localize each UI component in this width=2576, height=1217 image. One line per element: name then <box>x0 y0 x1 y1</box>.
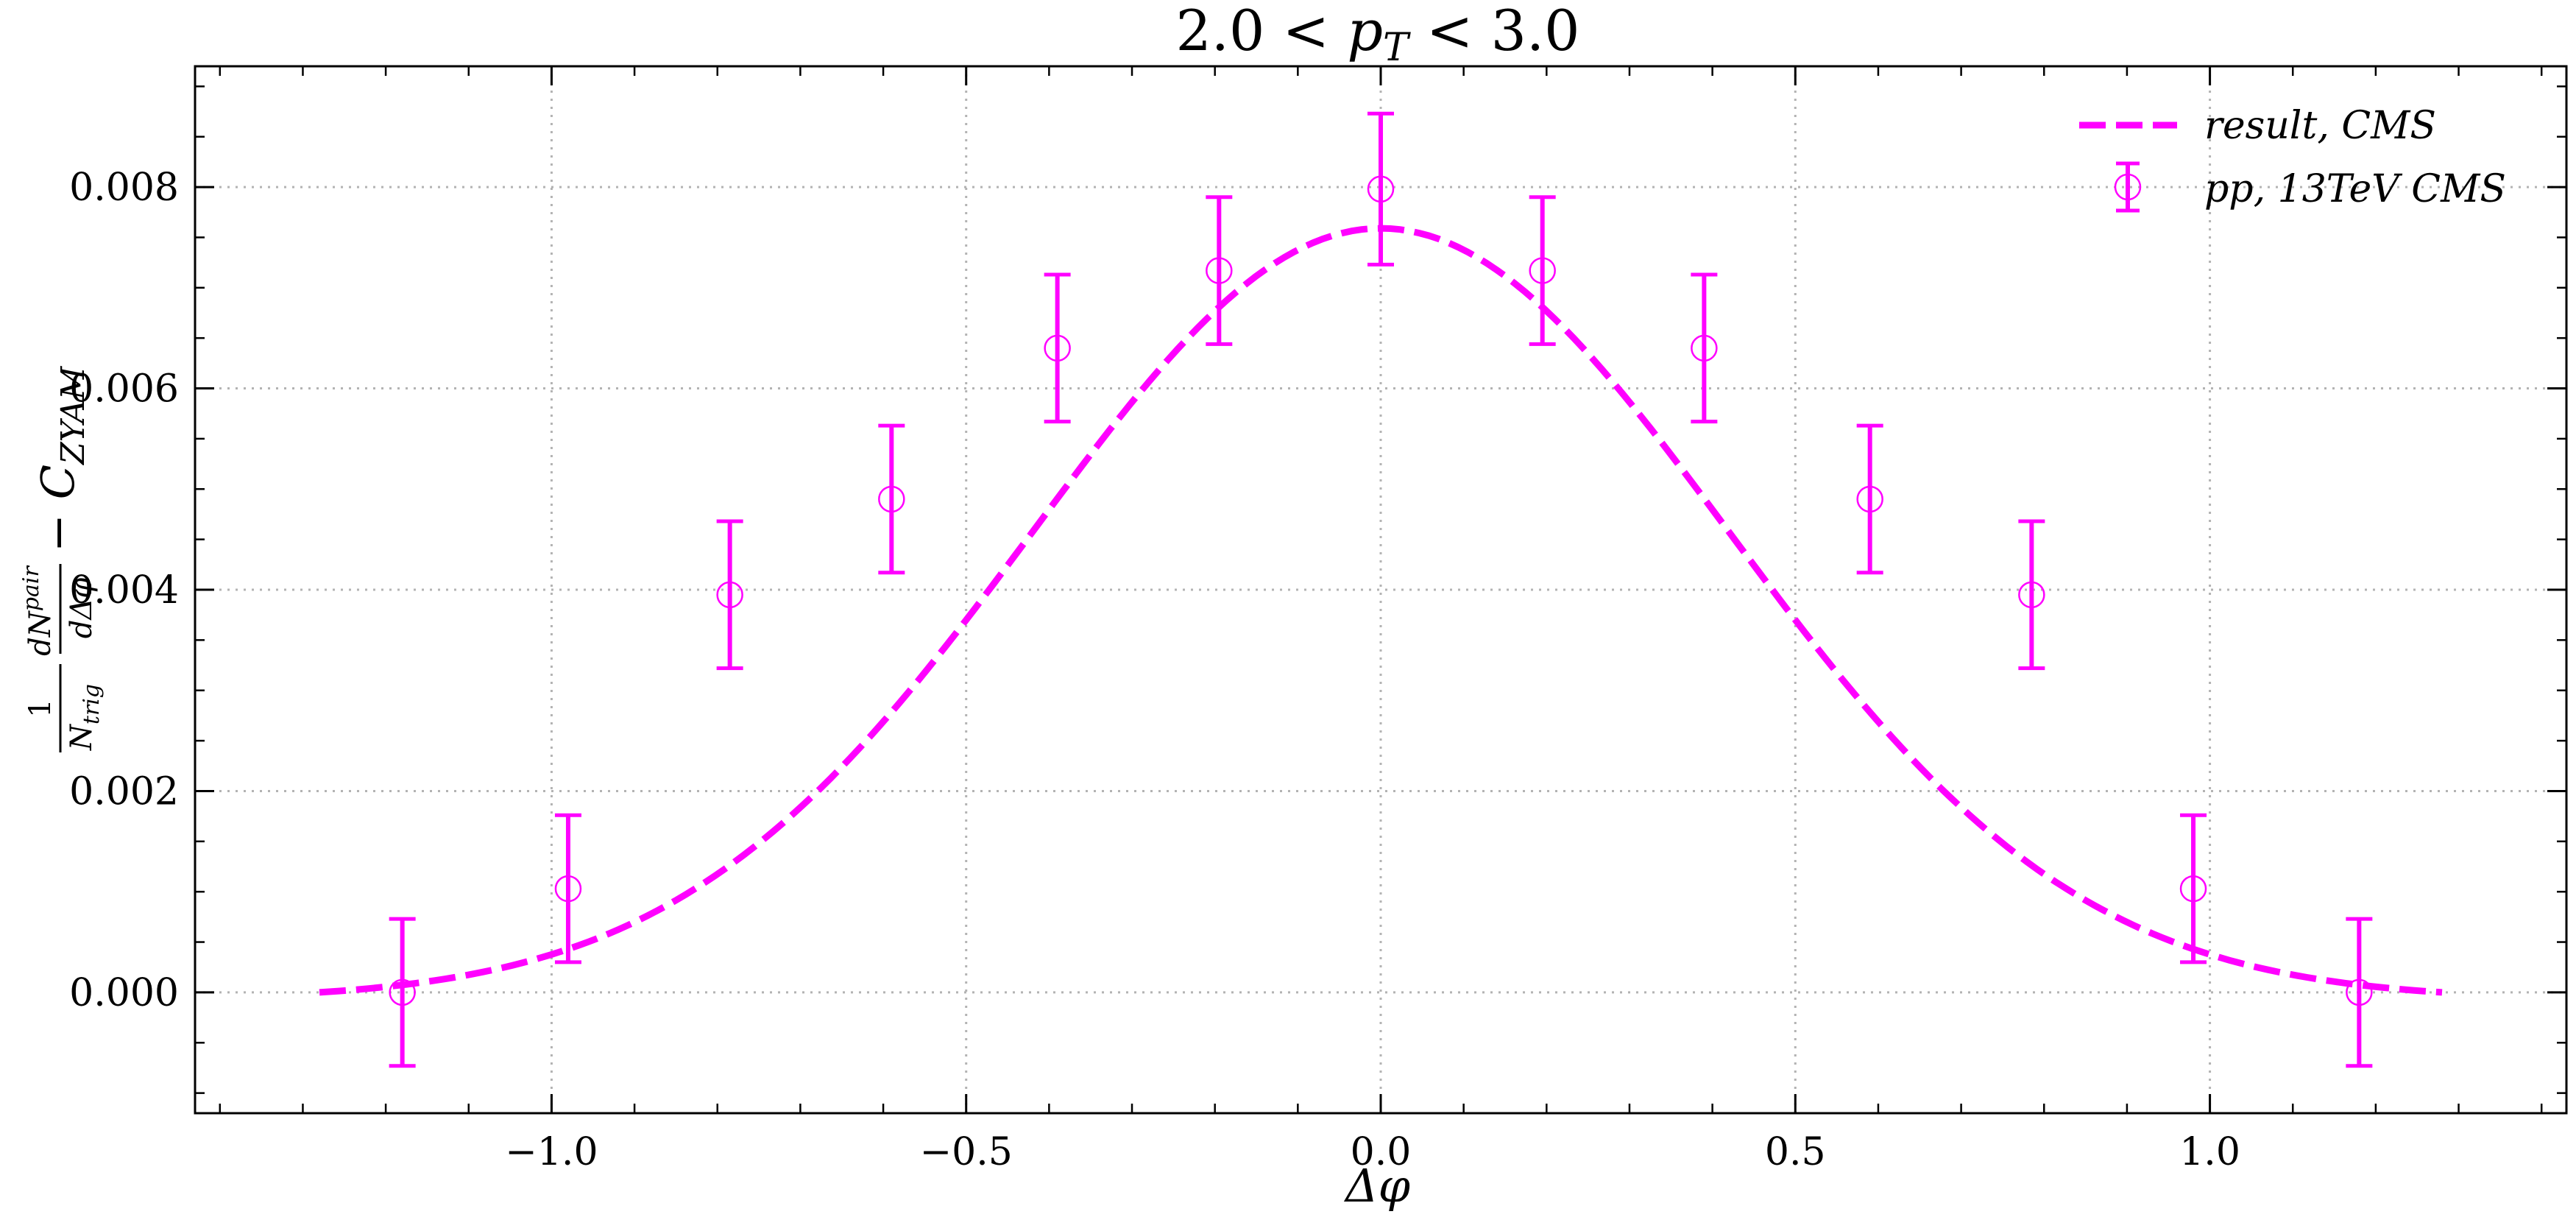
data-marker <box>2346 978 2373 1006</box>
data-point <box>554 813 582 964</box>
legend: result, CMS pp, 13TeV CMS <box>2079 104 2506 213</box>
data-point <box>1206 195 1233 346</box>
data-marker <box>1206 257 1233 284</box>
x-tick-label: 0.5 <box>1765 1130 1826 1174</box>
y-tick-label: 0.008 <box>69 166 179 210</box>
y-axis-label: 1 Ntrig dNpair dΔφ − CZYAM <box>18 366 105 752</box>
ylabel-frac1-bottom: Ntrig <box>65 684 105 751</box>
data-marker <box>2018 581 2045 609</box>
x-tick-label: 1.0 <box>2179 1130 2240 1174</box>
legend-label-data: pp, 13TeV CMS <box>2204 167 2506 211</box>
grid <box>195 66 2566 1113</box>
title-prefix: 2.0 < <box>1175 0 1347 63</box>
data-marker <box>1529 257 1556 284</box>
ylabel-dn: dN <box>24 610 57 656</box>
legend-label-fit: result, CMS <box>2204 104 2436 148</box>
ylabel-zyam: ZYAM <box>54 366 92 466</box>
ticks <box>195 66 2566 1113</box>
data-point <box>1367 111 1395 267</box>
x-tick-label: −0.5 <box>920 1130 1013 1174</box>
ylabel-frac2-top: dNpair <box>18 565 57 656</box>
data-point <box>716 519 743 671</box>
data-marker <box>2179 875 2207 903</box>
data-point <box>1044 272 1071 424</box>
data-marker <box>716 581 743 609</box>
ylabel-minus-c: − C <box>31 465 85 552</box>
data-marker <box>1856 485 1883 513</box>
tick-labels: −1.0 −0.5 0.0 0.5 1.0 0.000 0.002 0.004 0.006 0.0… <box>69 166 2240 1174</box>
data-point <box>2018 519 2045 671</box>
data-point <box>1529 195 1556 346</box>
data-marker <box>878 485 905 513</box>
data-point <box>1856 423 1883 575</box>
data-marker <box>389 978 416 1006</box>
x-tick-label: 0.0 <box>1351 1130 1412 1174</box>
data-points-layer <box>389 111 2373 1068</box>
data-point <box>1691 272 1718 424</box>
data-marker <box>1367 175 1395 203</box>
legend-marker-swatch <box>2114 161 2142 213</box>
y-tick-label: 0.004 <box>69 568 179 613</box>
x-axis-label: Δφ <box>1344 1159 1411 1213</box>
data-marker <box>1691 334 1718 362</box>
data-point <box>878 423 905 575</box>
title-suffix: < 3.0 <box>1409 0 1580 63</box>
data-marker <box>1044 334 1071 362</box>
y-tick-label: 0.000 <box>69 971 179 1015</box>
data-point <box>2346 917 2373 1068</box>
title-var: p <box>1347 0 1383 63</box>
data-marker <box>554 875 582 903</box>
chart-title: 2.0 < pT < 3.0 <box>1175 0 1579 70</box>
ylabel-tail: − CZYAM <box>31 366 92 552</box>
x-tick-label: −1.0 <box>505 1130 598 1174</box>
ylabel-frac1-top: 1 <box>24 699 57 717</box>
data-point <box>2179 813 2207 964</box>
ylabel-ntrig-sub: trig <box>79 684 105 724</box>
ylabel-frac2-bottom: dΔφ <box>65 578 99 639</box>
y-tick-label: 0.006 <box>69 367 179 412</box>
title-sub: T <box>1383 26 1411 70</box>
y-tick-label: 0.002 <box>69 769 179 814</box>
ylabel-ntrig: N <box>65 723 99 751</box>
data-point <box>389 917 416 1068</box>
ylabel-dn-sup: pair <box>18 565 44 612</box>
